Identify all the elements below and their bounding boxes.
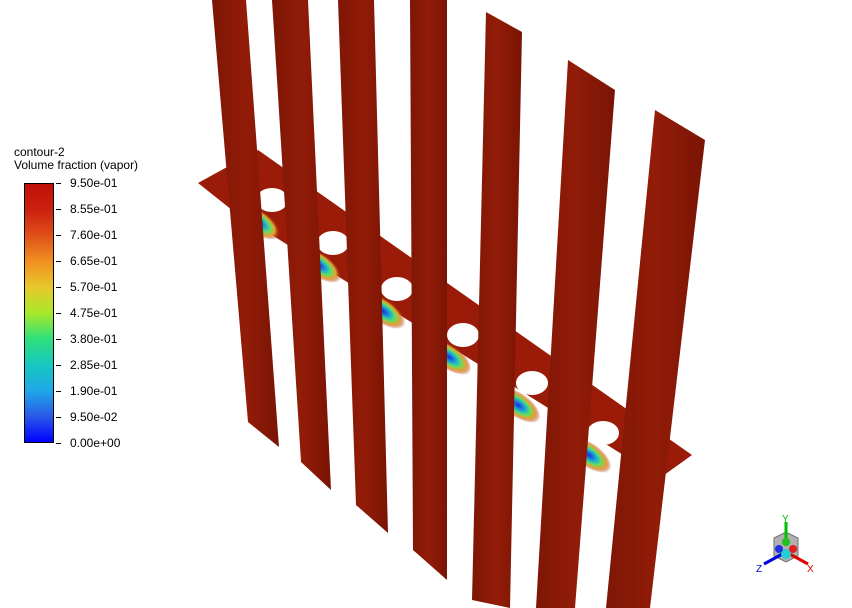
fin-3 [338,0,388,533]
hole-2 [317,231,349,255]
hole-3 [381,277,413,301]
tick-label: 9.50e-01 [70,176,118,190]
tick-mark [56,261,61,262]
tick-label: 3.80e-01 [70,332,118,346]
z-axis-label: Z [756,564,762,574]
tick-mark [56,287,61,288]
fin-4 [410,0,447,580]
tick-mark [56,209,61,210]
tick-mark [56,339,61,340]
fin-1 [212,0,279,447]
tick-mark [56,391,61,392]
tick-label: 9.50e-02 [70,410,118,424]
axis-triad[interactable]: Y X Z [752,512,818,574]
hole-4 [447,323,479,347]
legend-variable: Volume fraction (vapor) [14,158,139,172]
legend-name: contour-2 [14,145,65,159]
tick-label: 0.00e+00 [70,436,121,450]
tick-label: 5.70e-01 [70,280,118,294]
colorbar [24,183,54,443]
tick-label: 6.65e-01 [70,254,118,268]
tick-mark [56,313,61,314]
fin-5 [472,12,522,608]
tick-mark [56,365,61,366]
plate-holes [256,188,619,445]
fin-6 [536,60,615,608]
hole-6 [587,421,619,445]
fin-2 [272,0,331,490]
tick-label: 4.75e-01 [70,306,118,320]
x-axis-label: X [807,564,814,574]
fin-7 [606,110,705,608]
hole-1 [256,188,288,212]
tick-label: 7.60e-01 [70,228,118,242]
tick-mark [56,443,61,444]
tick-label: 8.55e-01 [70,202,118,216]
hole-5 [516,371,548,395]
tick-mark [56,183,61,184]
tick-label: 1.90e-01 [70,384,118,398]
tick-label: 2.85e-01 [70,358,118,372]
y-axis-label: Y [782,514,789,525]
fins-front [212,0,705,608]
tick-mark [56,235,61,236]
tick-mark [56,417,61,418]
